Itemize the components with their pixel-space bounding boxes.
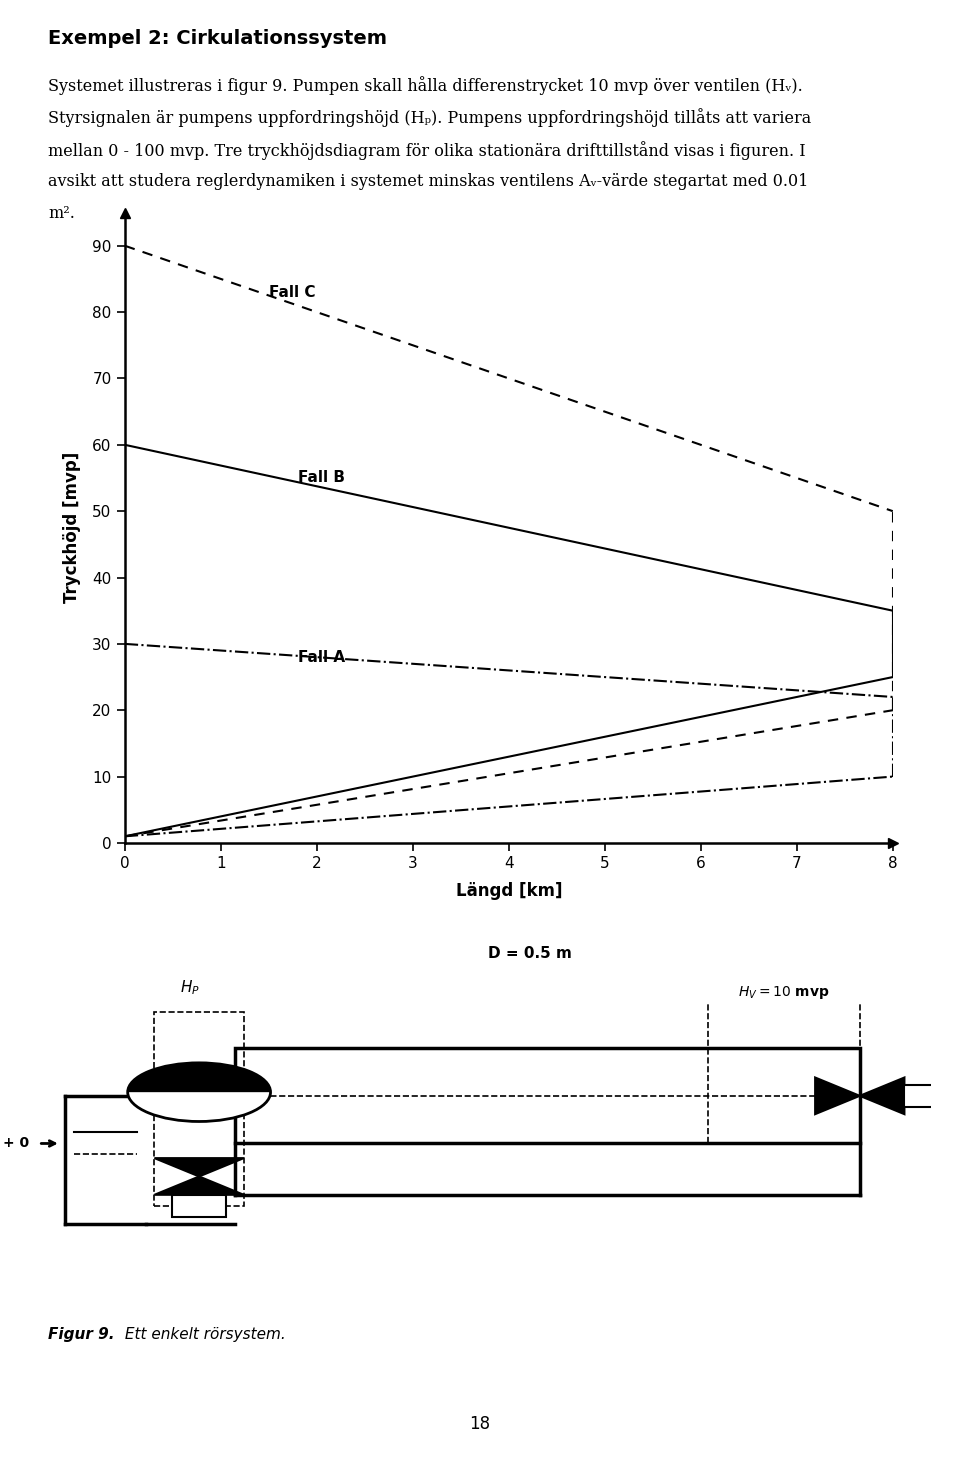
Text: Fall A: Fall A — [298, 649, 345, 664]
Text: m².: m². — [48, 205, 75, 223]
Bar — [904, 1085, 949, 1107]
Bar — [235, 1048, 860, 1143]
Circle shape — [128, 1063, 271, 1121]
Text: Styrsignalen är pumpens uppfordringshöjd (Hₚ). Pumpens uppfordringshöjd tillåts : Styrsignalen är pumpens uppfordringshöjd… — [48, 108, 811, 128]
Text: avsikt att studera reglerdynamiken i systemet minskas ventilens Aᵥ-värde stegart: avsikt att studera reglerdynamiken i sys… — [48, 173, 808, 191]
Bar — [173, 1195, 226, 1217]
Text: Fall B: Fall B — [298, 471, 345, 485]
Text: Systemet illustreras i figur 9. Pumpen skall hålla differenstrycket 10 mvp över : Systemet illustreras i figur 9. Pumpen s… — [48, 76, 803, 95]
Polygon shape — [155, 1176, 244, 1195]
Polygon shape — [128, 1063, 271, 1092]
Polygon shape — [815, 1078, 860, 1114]
Text: Figur 9.: Figur 9. — [48, 1327, 114, 1341]
Text: D = 0.5 m: D = 0.5 m — [488, 946, 571, 960]
Polygon shape — [155, 1158, 244, 1176]
Text: $H_V = 10$ mvp: $H_V = 10$ mvp — [738, 984, 829, 1000]
Polygon shape — [860, 1078, 904, 1114]
Text: 18: 18 — [469, 1415, 491, 1434]
Text: + 0: + 0 — [3, 1136, 30, 1151]
Y-axis label: Tryckhöjd [mvp]: Tryckhöjd [mvp] — [63, 452, 81, 604]
Text: Ett enkelt rörsystem.: Ett enkelt rörsystem. — [120, 1327, 286, 1341]
Text: Fall C: Fall C — [269, 284, 315, 299]
X-axis label: Längd [km]: Längd [km] — [456, 883, 562, 900]
Text: $H_P$: $H_P$ — [180, 978, 200, 997]
Text: mellan 0 - 100 mvp. Tre tryckhöjdsdiagram för olika stationära drifttillstånd vi: mellan 0 - 100 mvp. Tre tryckhöjdsdiagra… — [48, 141, 805, 160]
Text: Exempel 2: Cirkulationssystem: Exempel 2: Cirkulationssystem — [48, 29, 387, 48]
Bar — [155, 1012, 244, 1205]
